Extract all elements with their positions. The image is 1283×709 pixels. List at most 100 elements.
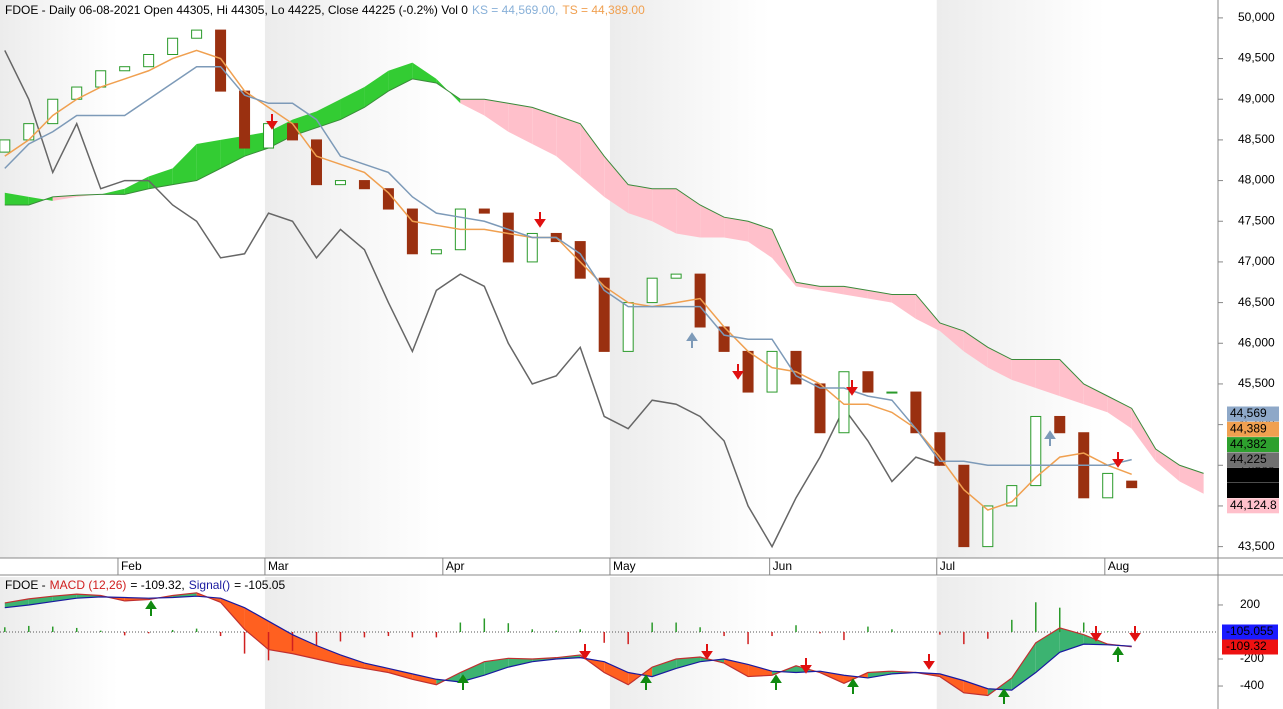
macd-label-box xyxy=(1222,639,1278,655)
y-tick-label: -200 xyxy=(1240,651,1264,665)
candle xyxy=(23,123,35,141)
backgrounds xyxy=(0,0,1105,709)
signal-arrows xyxy=(145,114,1141,704)
cloud-segment xyxy=(915,294,940,332)
sell-arrows xyxy=(266,114,1141,674)
candle xyxy=(742,350,754,393)
macd-fill xyxy=(652,659,677,677)
macd-label: -109.32 xyxy=(1226,639,1267,653)
cloud-segment xyxy=(196,139,221,181)
candle xyxy=(358,180,370,190)
macd-fill xyxy=(484,658,509,676)
y-tick-label: 49,000 xyxy=(1238,91,1275,105)
macd-fill xyxy=(963,680,988,696)
candle xyxy=(622,302,634,352)
price-label-box xyxy=(1227,498,1279,514)
cloud-segment xyxy=(987,347,1012,380)
macd-fill xyxy=(364,663,389,673)
candle xyxy=(790,350,802,385)
macd-fill xyxy=(220,598,245,630)
macd-fill xyxy=(748,664,773,677)
x-tick-label: Jun xyxy=(773,559,792,573)
macd-fill xyxy=(676,656,701,669)
month-band xyxy=(609,577,770,709)
price-label-box xyxy=(1227,452,1279,468)
y-tick-label: -400 xyxy=(1240,678,1264,692)
cloud-segment xyxy=(460,99,485,116)
macd-panel xyxy=(0,592,1218,697)
cloud-segment xyxy=(100,188,125,195)
price-label-box xyxy=(1227,421,1279,437)
header: FDOE - Daily 06-08-2021 Open 44305, Hi 4… xyxy=(5,3,645,17)
chart-title: FDOE - Daily 06-08-2021 Open 44305, Hi 4… xyxy=(5,3,468,17)
y-tick-label: 45,500 xyxy=(1238,376,1275,390)
month-band xyxy=(609,0,770,558)
cloud-segment xyxy=(388,62,413,92)
macd-fill xyxy=(268,621,293,654)
candle xyxy=(766,350,778,393)
macd-line xyxy=(4,592,1132,697)
candle xyxy=(287,123,299,141)
candle xyxy=(694,273,706,328)
macd-fill xyxy=(1011,642,1036,691)
price-label-box xyxy=(1227,483,1279,498)
candle xyxy=(910,391,922,434)
price-label: 44,382 xyxy=(1230,437,1267,451)
y-tick-label: 48,500 xyxy=(1238,132,1275,146)
cloud-segment xyxy=(1011,359,1036,388)
macd-label: -105.055 xyxy=(1226,624,1274,638)
candle xyxy=(215,29,227,92)
candle xyxy=(886,391,898,394)
cloud-segment xyxy=(532,107,557,157)
y-tick-label: 47,000 xyxy=(1238,254,1275,268)
candle xyxy=(1030,415,1042,487)
cloud-segment xyxy=(412,62,437,83)
macd-fill xyxy=(867,671,892,678)
cloud-segment xyxy=(556,115,581,177)
macd-value: = -109.32, xyxy=(130,578,184,592)
y-tick-label: 48,000 xyxy=(1238,173,1275,187)
candle xyxy=(478,208,490,214)
cloud-segment xyxy=(748,221,773,258)
cloud-segment xyxy=(1035,359,1060,397)
price-label-box xyxy=(1227,467,1279,483)
cloud-segment xyxy=(4,192,29,205)
price-label: 44,389 xyxy=(1230,421,1267,435)
candle xyxy=(95,70,107,88)
candle xyxy=(430,249,442,255)
cloud-segment xyxy=(1179,465,1204,494)
cloud-segment xyxy=(819,286,844,295)
candle xyxy=(814,383,826,434)
macd-line xyxy=(4,595,1132,691)
price-panel xyxy=(0,29,1204,549)
month-band xyxy=(0,0,118,558)
indicator-line xyxy=(4,49,1132,511)
price-label-box xyxy=(1227,437,1279,453)
candle xyxy=(982,505,994,548)
cloud-segment xyxy=(796,282,820,291)
candle xyxy=(958,464,970,548)
cloud-segment xyxy=(700,204,725,238)
y-tick-label: 49,500 xyxy=(1238,51,1275,65)
span-b-line xyxy=(4,78,1204,474)
macd-fill xyxy=(388,668,413,680)
candle xyxy=(838,371,850,434)
cloud-segment xyxy=(580,123,605,197)
cloud-segment xyxy=(340,87,365,120)
cloud-segment xyxy=(1083,383,1108,413)
cloud-segment xyxy=(1155,449,1180,482)
macd-fill xyxy=(604,661,629,685)
cloud-segment xyxy=(628,184,653,222)
x-tick-label: Jul xyxy=(940,559,955,573)
cloud-segment xyxy=(676,188,701,238)
cloud-segment xyxy=(604,156,629,214)
cloud-segment xyxy=(484,99,509,132)
candle xyxy=(0,139,11,153)
candle xyxy=(862,371,874,393)
candle xyxy=(502,212,514,263)
macd-title: FDOE - xyxy=(5,578,46,592)
candle xyxy=(382,188,394,210)
price-label: 44,124.8 xyxy=(1230,498,1277,512)
y-tick-label: 50,000 xyxy=(1238,10,1275,24)
